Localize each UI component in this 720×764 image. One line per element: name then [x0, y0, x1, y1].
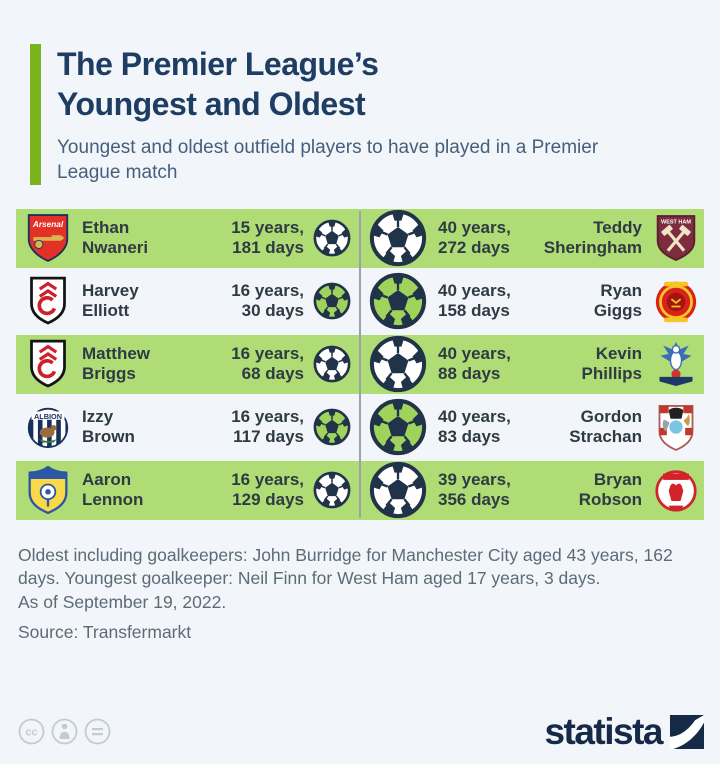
fulham-crest [26, 339, 70, 389]
title-line-2: Youngest and Oldest [57, 86, 366, 123]
statista-logo[interactable]: statista [544, 713, 704, 750]
leeds-united-crest [26, 465, 70, 515]
table-row: Harvey Elliott 16 years, 30 days 40 years,… [16, 272, 704, 331]
large-football-icon [369, 209, 427, 267]
young-player-name: Ethan Nwaneri [82, 218, 149, 258]
no-derivatives-icon[interactable] [84, 718, 111, 745]
old-player-name: Teddy Sheringham [543, 218, 642, 258]
table-row: Izzy Brown 16 years, 117 days 40 years, 83 … [16, 398, 704, 457]
source-line: Source: Transfermarkt [18, 622, 192, 643]
bottom-bar: cc statista [18, 713, 704, 750]
young-player-name: Izzy Brown [82, 407, 135, 447]
young-player-age: 16 years, 129 days [231, 470, 304, 510]
small-football-icon [313, 282, 351, 320]
small-football-icon [313, 219, 351, 257]
old-player-age: 40 years, 83 days [438, 407, 511, 447]
fulham-crest [26, 276, 70, 326]
page-title: The Premier League’s Youngest and Oldest [57, 44, 617, 125]
west-ham-crest [654, 213, 698, 263]
old-player-age: 40 years, 88 days [438, 344, 511, 384]
svg-text:cc: cc [25, 727, 37, 739]
players-table: Ethan Nwaneri 15 years, 181 days 40 years,… [16, 208, 704, 520]
old-player-name: Gordon Strachan [569, 407, 642, 447]
young-player-name: Aaron Lennon [82, 470, 144, 510]
cc-license-badges[interactable]: cc [18, 718, 111, 745]
old-player-age: 40 years, 158 days [438, 281, 511, 321]
young-player-name: Matthew Briggs [82, 344, 150, 384]
header-text: The Premier League’s Youngest and Oldest… [57, 44, 617, 185]
manchester-united-crest [654, 276, 698, 326]
west-brom-albion-crest [26, 402, 70, 452]
large-football-icon [369, 461, 427, 519]
young-player-age: 16 years, 30 days [231, 281, 304, 321]
old-player-name: Kevin Phillips [581, 344, 642, 384]
small-football-icon [313, 408, 351, 446]
old-player-age: 40 years, 272 days [438, 218, 511, 258]
old-player-age: 39 years, 356 days [438, 470, 511, 510]
old-player-name: Ryan Giggs [593, 281, 642, 321]
as-of-date: As of September 19, 2022. [18, 591, 227, 612]
young-player-name: Harvey Elliott [82, 281, 139, 321]
footnote-text: Oldest including goalkeepers: John Burri… [18, 544, 673, 589]
page-subtitle: Youngest and oldest outfield players to … [57, 136, 599, 183]
statista-wordmark: statista [544, 711, 663, 752]
young-player-age: 15 years, 181 days [231, 218, 304, 258]
title-line-1: The Premier League’s [57, 46, 379, 82]
accent-bar [30, 44, 41, 185]
large-football-icon [369, 398, 427, 456]
large-football-icon [369, 272, 427, 330]
young-player-age: 16 years, 68 days [231, 344, 304, 384]
large-football-icon [369, 335, 427, 393]
cc-icon[interactable]: cc [18, 718, 45, 745]
footnote: Oldest including goalkeepers: John Burri… [18, 544, 702, 614]
middlesbrough-crest [654, 465, 698, 515]
young-player-age: 16 years, 117 days [231, 407, 304, 447]
header: The Premier League’s Youngest and Oldest… [30, 44, 684, 185]
small-football-icon [313, 345, 351, 383]
old-player-name: Bryan Robson [578, 470, 642, 510]
crystal-palace-crest [654, 339, 698, 389]
small-football-icon [313, 471, 351, 509]
coventry-city-crest [654, 402, 698, 452]
attribution-icon[interactable] [51, 718, 78, 745]
arsenal-crest [26, 213, 70, 263]
center-divider [359, 210, 361, 518]
